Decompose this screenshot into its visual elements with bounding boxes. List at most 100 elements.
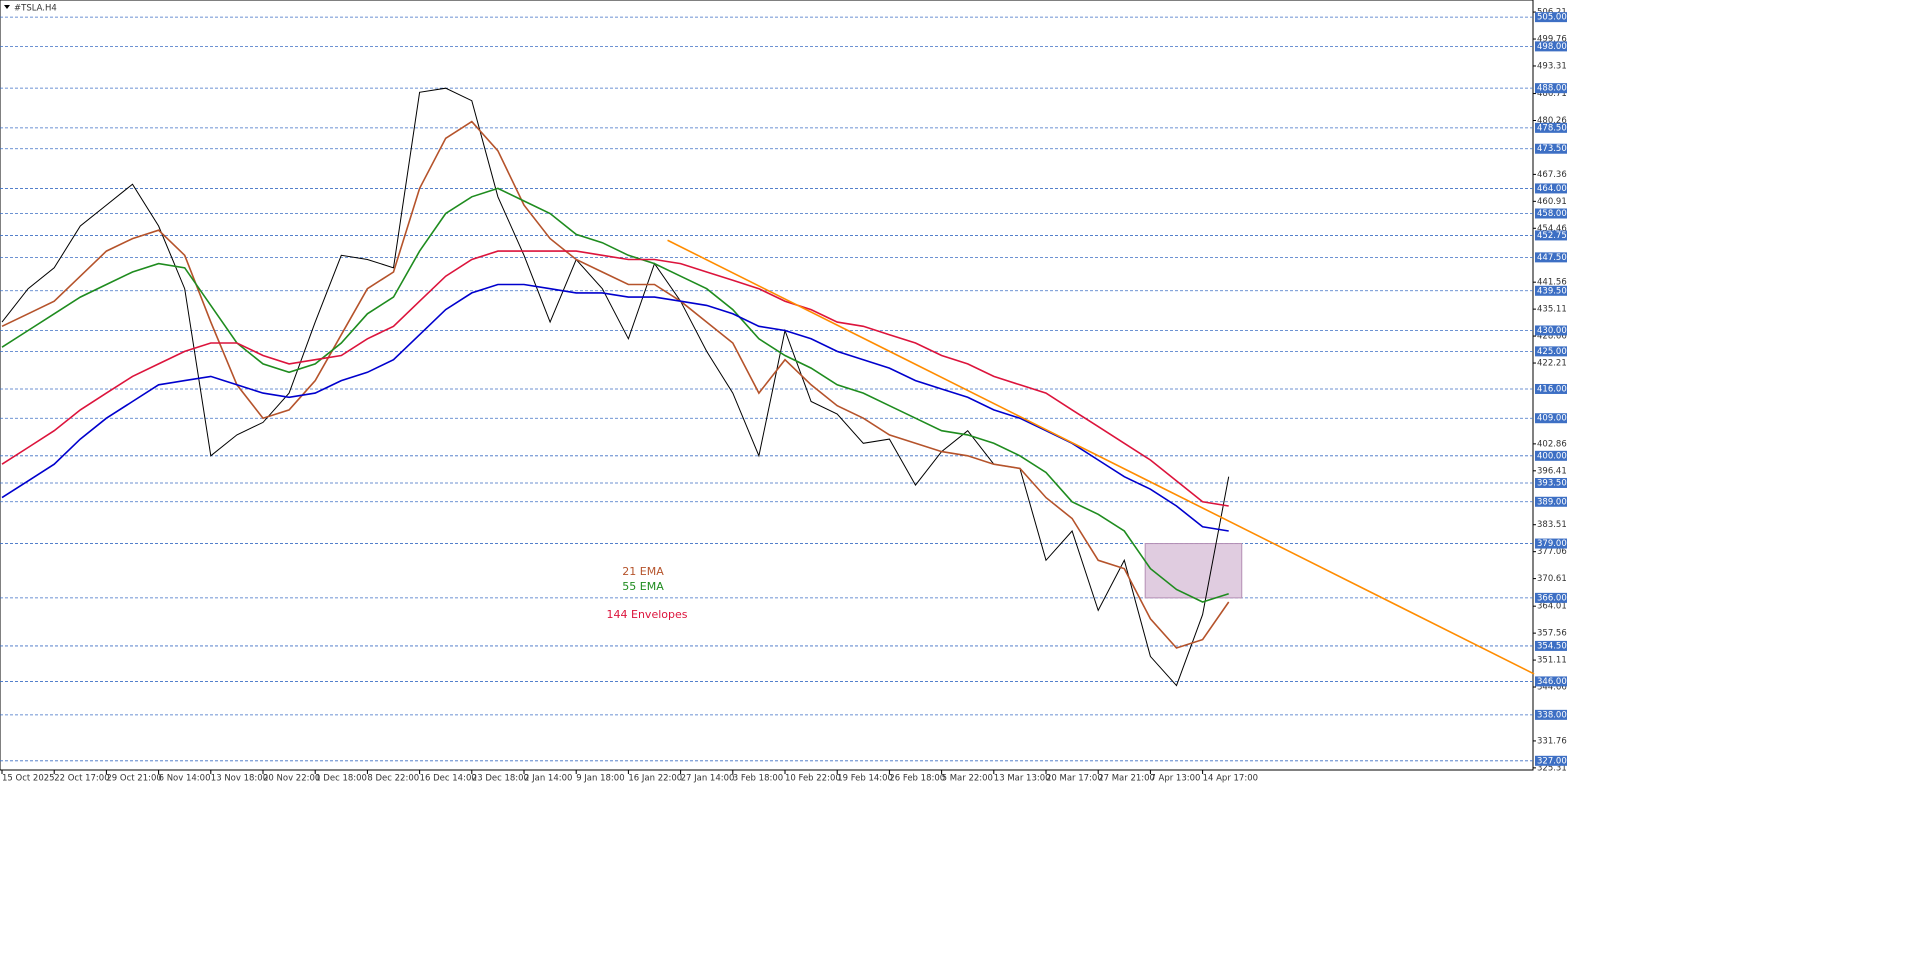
- x-tick-label: 3 Feb 18:00: [733, 774, 783, 784]
- series-line: [1, 120, 1230, 649]
- trendline: [667, 239, 1535, 675]
- level-box: [1535, 83, 1567, 94]
- series-line: [1, 87, 1230, 687]
- plot-frame: [0, 0, 1534, 771]
- y-tick-label: 325.31: [1537, 763, 1567, 773]
- y-tick-label: 357.56: [1537, 629, 1567, 639]
- level-box: [1535, 383, 1567, 394]
- level-box: [1535, 755, 1567, 766]
- x-tick-label: 20 Mar 17:00: [1046, 774, 1103, 784]
- x-tick-label: 10 Feb 22:00: [785, 774, 841, 784]
- level-label: 430.00: [1537, 326, 1567, 336]
- level-box: [1535, 12, 1567, 23]
- menu-arrow: [4, 5, 10, 9]
- level-label: 389.00: [1537, 497, 1567, 507]
- x-tick-label: 9 Jan 18:00: [576, 774, 624, 784]
- x-tick-label: 19 Feb 14:00: [837, 774, 893, 784]
- y-tick-label: 344.66: [1537, 683, 1567, 693]
- level-box: [1535, 285, 1567, 296]
- level-label: 379.00: [1537, 539, 1567, 549]
- level-box: [1535, 413, 1567, 424]
- level-box: [1535, 592, 1567, 603]
- x-tick-label: 20 Nov 22:00: [263, 774, 320, 784]
- level-box: [1535, 450, 1567, 461]
- level-box: [1535, 709, 1567, 720]
- level-label: 464.00: [1537, 184, 1567, 194]
- x-tick-label: 29 Oct 21:00: [106, 774, 161, 784]
- y-tick-label: 422.21: [1537, 359, 1567, 369]
- level-label: 338.00: [1537, 710, 1567, 720]
- zone: [1144, 543, 1243, 599]
- x-tick-label: 1 Dec 18:00: [315, 774, 367, 784]
- level-box: [1535, 208, 1567, 219]
- y-tick-label: 460.91: [1537, 197, 1567, 207]
- level-label: 452.75: [1537, 231, 1567, 241]
- level-box: [1535, 640, 1567, 651]
- level-label: 425.00: [1537, 347, 1567, 357]
- x-tick-label: 16 Jan 22:00: [628, 774, 682, 784]
- y-tick-label: 467.36: [1537, 170, 1567, 180]
- y-tick-label: 364.01: [1537, 602, 1567, 612]
- level-box: [1535, 477, 1567, 488]
- level-label: 393.50: [1537, 478, 1567, 488]
- level-box: [1535, 41, 1567, 52]
- level-label: 458.00: [1537, 209, 1567, 219]
- y-tick-label: 435.11: [1537, 305, 1567, 315]
- y-tick-label: 331.76: [1537, 736, 1567, 746]
- level-label: 473.50: [1537, 144, 1567, 154]
- level-box: [1535, 496, 1567, 507]
- level-label: 409.00: [1537, 414, 1567, 424]
- level-label: 498.00: [1537, 42, 1567, 52]
- y-tick-label: 486.71: [1537, 89, 1567, 99]
- series-label: 21 EMA: [622, 565, 664, 578]
- level-label: 327.00: [1537, 756, 1567, 766]
- level-box: [1535, 183, 1567, 194]
- level-label: 354.50: [1537, 641, 1567, 651]
- x-tick-label: 23 Dec 18:00: [472, 774, 529, 784]
- x-tick-label: 26 Feb 18:00: [889, 774, 945, 784]
- x-tick-label: 13 Mar 13:00: [994, 774, 1051, 784]
- y-tick-label: 454.46: [1537, 224, 1567, 234]
- y-tick-label: 396.41: [1537, 466, 1567, 476]
- y-tick-label: 480.26: [1537, 116, 1567, 126]
- level-label: 400.00: [1537, 451, 1567, 461]
- series-line: [1, 250, 1229, 507]
- y-tick-label: 499.76: [1537, 35, 1567, 45]
- chart-title: #TSLA.H4: [14, 4, 57, 14]
- y-tick-label: 351.11: [1537, 656, 1567, 666]
- y-tick-label: 441.56: [1537, 278, 1567, 288]
- x-tick-label: 16 Dec 14:00: [420, 774, 477, 784]
- series-label: 55 EMA: [622, 580, 664, 593]
- level-box: [1535, 676, 1567, 687]
- x-tick-label: 7 Apr 13:00: [1150, 774, 1200, 784]
- level-box: [1535, 252, 1567, 263]
- level-label: 478.50: [1537, 123, 1567, 133]
- x-tick-label: 14 Apr 17:00: [1203, 774, 1258, 784]
- series-label: 144 Envelopes: [607, 608, 688, 621]
- level-label: 416.00: [1537, 384, 1567, 394]
- y-tick-label: 428.66: [1537, 332, 1567, 342]
- level-label: 346.00: [1537, 677, 1567, 687]
- level-box: [1535, 538, 1567, 549]
- level-box: [1535, 325, 1567, 336]
- x-tick-label: 6 Nov 14:00: [159, 774, 211, 784]
- series-line: [1, 187, 1229, 603]
- y-tick-label: 377.06: [1537, 547, 1567, 557]
- x-tick-label: 15 Oct 2025: [2, 774, 55, 784]
- level-label: 366.00: [1537, 593, 1567, 603]
- level-box: [1535, 346, 1567, 357]
- y-tick-label: 402.86: [1537, 439, 1567, 449]
- x-tick-label: 13 Nov 18:00: [211, 774, 268, 784]
- y-tick-label: 383.51: [1537, 520, 1567, 530]
- x-tick-label: 27 Mar 21:00: [1098, 774, 1155, 784]
- y-tick-label: 493.31: [1537, 61, 1567, 71]
- level-label: 488.00: [1537, 84, 1567, 94]
- level-box: [1535, 143, 1567, 154]
- series-line: [1, 283, 1229, 532]
- level-label: 439.50: [1537, 286, 1567, 296]
- x-tick-label: 27 Jan 14:00: [681, 774, 735, 784]
- level-box: [1535, 122, 1567, 133]
- level-box: [1535, 230, 1567, 241]
